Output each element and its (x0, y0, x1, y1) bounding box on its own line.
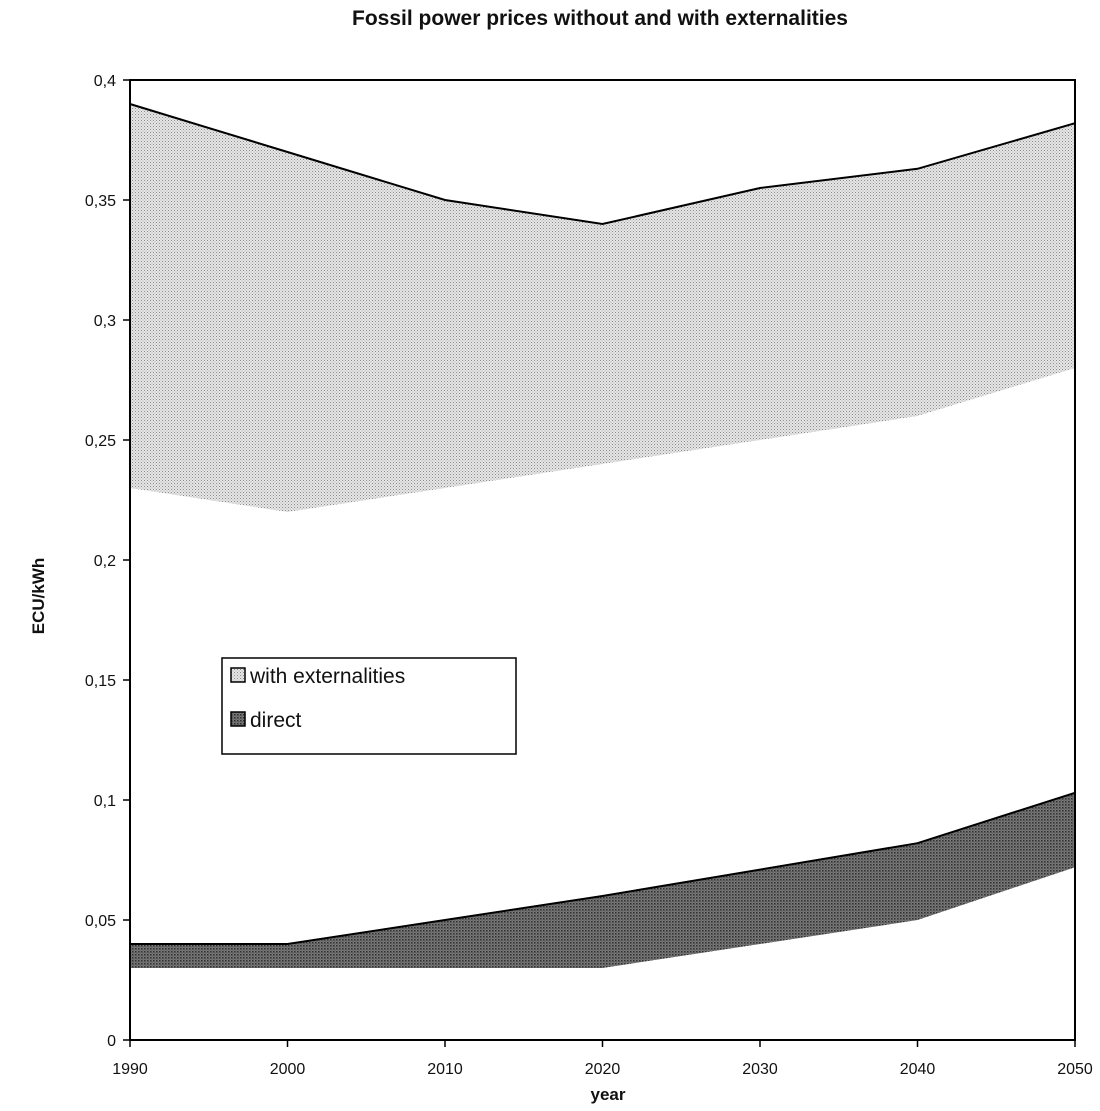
y-axis-label: ECU/kWh (29, 558, 48, 635)
x-tick-label: 2030 (742, 1061, 778, 1078)
area-upper-line-with-externalities (129, 103, 1076, 226)
legend-box (221, 657, 517, 755)
y-tick-label: 0,3 (94, 313, 116, 330)
y-tick-label: 0,35 (85, 193, 116, 210)
legend-label-with-externalities: with externalities (249, 665, 405, 688)
x-tick-label: 2000 (270, 1061, 306, 1078)
y-tick-label: 0,25 (85, 433, 116, 450)
y-tick-label: 0,05 (85, 913, 116, 930)
legend: with externalities direct (221, 657, 517, 755)
x-tick-label: 2010 (427, 1061, 463, 1078)
x-axis-ticks: 1990 2000 2010 2020 2030 2040 2050 (112, 1040, 1093, 1078)
x-tick-label: 1990 (112, 1061, 148, 1078)
x-tick-label: 2020 (585, 1061, 621, 1078)
legend-label-direct: direct (250, 709, 302, 732)
legend-swatch-direct (230, 711, 246, 727)
chart-title: Fossil power prices without and with ext… (352, 7, 848, 30)
area-band-direct (130, 792, 1075, 968)
legend-swatch-with-externalities (230, 667, 246, 683)
y-tick-label: 0,15 (85, 673, 116, 690)
area-upper-line-direct (130, 791, 1076, 945)
series-layer (129, 103, 1076, 968)
y-tick-label: 0 (107, 1033, 116, 1050)
x-tick-label: 2040 (900, 1061, 936, 1078)
area-band-with-externalities (130, 104, 1075, 512)
y-tick-label: 0,4 (94, 73, 116, 90)
y-tick-label: 0,1 (94, 793, 116, 810)
y-axis-ticks: 0 0,05 0,1 0,15 0,2 0,25 0,3 0,35 0,4 (85, 73, 130, 1050)
y-tick-label: 0,2 (94, 553, 116, 570)
x-axis-label: year (591, 1085, 626, 1104)
x-tick-label: 2050 (1057, 1061, 1093, 1078)
